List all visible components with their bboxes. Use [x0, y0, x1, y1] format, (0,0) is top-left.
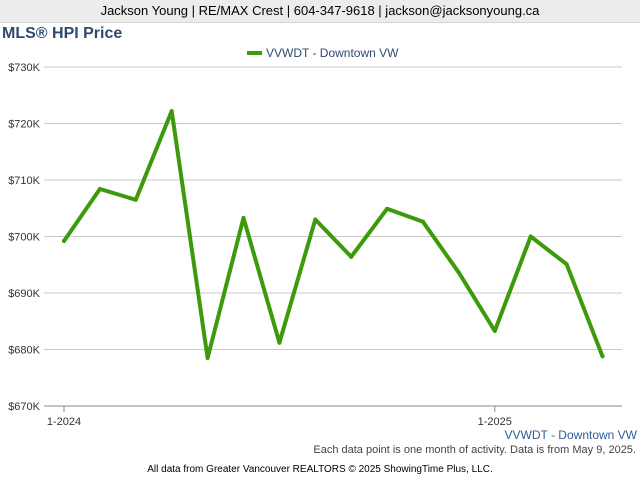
legend-label: VVWDT - Downtown VW	[266, 46, 399, 60]
data-point	[600, 354, 605, 359]
data-point	[528, 234, 533, 239]
data-point	[205, 355, 210, 360]
x-tick-label: 1-2024	[47, 416, 81, 428]
data-point	[349, 254, 354, 259]
data-point	[277, 340, 282, 345]
y-axis-tick-labels: $730K $720K $710K $700K $690K $680K $670K	[8, 62, 40, 413]
data-point	[564, 262, 569, 267]
y-tick-label: $670K	[8, 401, 40, 413]
data-point	[456, 270, 461, 275]
y-tick-label: $720K	[8, 119, 40, 131]
data-point	[62, 239, 66, 244]
series-lines	[62, 109, 605, 360]
legend[interactable]: VVWDT - Downtown VW	[247, 46, 399, 60]
series-line	[62, 109, 605, 360]
x-tick-label: 1-2025	[478, 416, 512, 428]
chart-title: MLS® HPI Price	[2, 25, 123, 42]
data-point	[133, 197, 138, 202]
data-point	[169, 109, 174, 114]
data-point	[385, 206, 390, 211]
data-point	[97, 187, 102, 192]
y-tick-label: $700K	[8, 232, 40, 244]
data-point	[492, 328, 497, 333]
copyright-notice: All data from Greater Vancouver REALTORS…	[147, 464, 493, 475]
data-point	[241, 215, 246, 220]
x-axis-series-label: VVWDT - Downtown VW	[505, 428, 638, 440]
y-tick-label: $680K	[8, 345, 40, 357]
grid-lines	[44, 66, 622, 407]
contact-header: Jackson Young | RE/MAX Crest | 604-347-9…	[0, 0, 640, 23]
x-axis: 1-2024 1-2025	[47, 406, 512, 428]
data-note: Each data point is one month of activity…	[313, 444, 636, 456]
y-tick-label: $730K	[8, 62, 40, 74]
data-point	[313, 217, 318, 222]
data-point	[421, 219, 425, 224]
line-chart: $730K $720K $710K $700K $690K $680K $670K 1-20…	[8, 46, 638, 440]
y-tick-label: $710K	[8, 175, 40, 187]
y-tick-label: $690K	[8, 288, 40, 300]
